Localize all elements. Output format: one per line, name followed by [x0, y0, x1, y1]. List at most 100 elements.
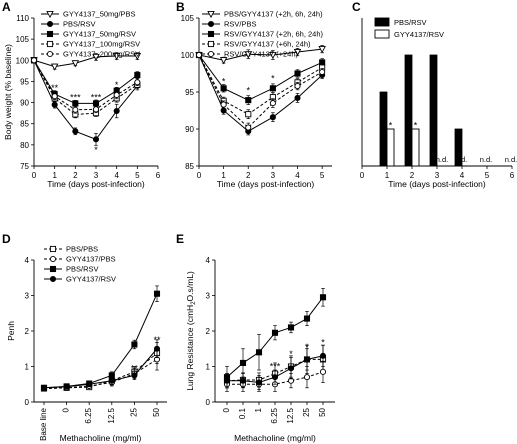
legend-swatch [374, 17, 390, 27]
data-point [303, 315, 311, 322]
x-tick-label: 5 [320, 171, 325, 180]
significance-label: *** [91, 92, 102, 102]
y-tick-label: 90 [20, 99, 29, 108]
data-point [220, 85, 227, 92]
legend-label: GYY4137/PBS [66, 255, 116, 264]
legend-label: GYY4137_50mg/PBS [63, 10, 136, 19]
data-point [293, 48, 302, 57]
series-line [33, 60, 138, 111]
y-tick-label: 4 [206, 256, 211, 265]
x-tick-label: 6 [510, 171, 515, 180]
legend-marker [49, 255, 57, 263]
x-tick-label: 2 [410, 171, 415, 180]
data-point [269, 51, 277, 60]
legend-label: PBS/GYY4137 (+2h, 6h, 24h) [224, 10, 323, 19]
x-tick-label: 6 [156, 171, 161, 180]
series-line [198, 54, 323, 115]
legend-label: RSV/PBS [224, 20, 257, 29]
x-tick-label: Base line [39, 407, 48, 440]
series-line [198, 54, 323, 101]
legend-label: GYY4137/RSV [394, 30, 444, 39]
x-tick-label: 3 [435, 171, 440, 180]
data-point [51, 93, 58, 100]
x-tick-label: 0 [32, 171, 37, 180]
legend-marker [49, 275, 57, 283]
y-axis-label: Penh [6, 321, 16, 341]
series-line [43, 352, 158, 390]
legend-label: PBS/RSV [66, 265, 99, 274]
data-point [244, 51, 252, 59]
legend-swatch [374, 29, 390, 39]
data-point [287, 324, 295, 331]
y-axis-label-main: Penh [6, 321, 16, 341]
series-3 [195, 51, 326, 119]
series-line [33, 60, 138, 140]
legend-marker [46, 10, 54, 19]
legend-label: GYY4137_200mg/RSV [63, 50, 140, 59]
y-tick-label: 0 [25, 398, 30, 407]
panel-label: A [2, 0, 11, 14]
significance-label: * [247, 86, 251, 96]
data-point [239, 359, 247, 367]
x-tick-label: 0 [222, 407, 231, 412]
series-line [33, 60, 138, 104]
y-tick-label: 2 [206, 327, 211, 336]
y-axis-label: Body weight (% baseline) [3, 44, 13, 140]
legend-marker [207, 50, 215, 58]
series-line [43, 358, 158, 390]
x-tick-label: 1 [254, 407, 263, 412]
y-tick-label: 100 [181, 51, 195, 60]
y-tick-label: 105 [181, 14, 195, 23]
nd-label: n.d. [505, 155, 517, 164]
panel-label: D [2, 232, 11, 246]
data-point [239, 377, 247, 384]
data-point [245, 111, 252, 118]
legend-item: GYY4137_50mg/RSV [41, 30, 136, 39]
x-tick-label: 2 [246, 171, 251, 180]
y-tick-label: 105 [16, 35, 30, 44]
data-point [245, 97, 252, 104]
series-4 [195, 51, 326, 133]
data-point [269, 85, 276, 92]
significance-label: ** [131, 363, 139, 373]
significance-label: * [389, 120, 393, 130]
y-tick-label: 85 [185, 162, 194, 171]
data-point [40, 384, 48, 391]
bar [429, 54, 438, 167]
significance-label: ** [51, 83, 59, 93]
legend-item: PBS/RSV [41, 20, 96, 29]
y-tick-label: 3 [206, 292, 211, 301]
y-axis-label-main: Body weight (% baseline) [3, 44, 13, 140]
x-axis-label: Time (days post-infection) [217, 179, 315, 189]
panel-c: C 0 1 2 3 4 5 6 Time (days post-infection) * * n.d.… [352, 0, 517, 189]
legend-item: RSV/PBS [202, 20, 257, 29]
nd-label: n.d. [455, 155, 468, 164]
y-tick-label: 2 [25, 327, 30, 336]
series-3 [40, 339, 161, 391]
x-tick-label: 50 [318, 407, 327, 416]
data-point [63, 383, 70, 390]
legend-marker [207, 20, 215, 28]
data-point [318, 46, 326, 54]
x-tick-label: 12.5 [286, 407, 295, 423]
series-3 [30, 57, 141, 119]
data-point [294, 94, 301, 101]
y-axis-label-main: Lung Resistance (cmH [185, 305, 195, 391]
legend-marker [49, 265, 57, 273]
y-tick-label: 110 [16, 14, 29, 23]
legend-marker [46, 40, 54, 48]
y-tick-label: 95 [185, 88, 194, 97]
x-tick-label: 50 [152, 407, 161, 416]
x-tick-label: 1 [385, 171, 390, 180]
significance-label: * [271, 74, 275, 84]
data-point [319, 352, 327, 359]
data-point [108, 377, 115, 384]
data-point [294, 70, 301, 77]
x-tick-label: 5 [485, 171, 490, 180]
x-axis-label: Methacholine (mg/ml) [60, 433, 142, 443]
data-point [30, 57, 38, 64]
significance-label: * [94, 145, 98, 155]
data-point [71, 60, 80, 68]
